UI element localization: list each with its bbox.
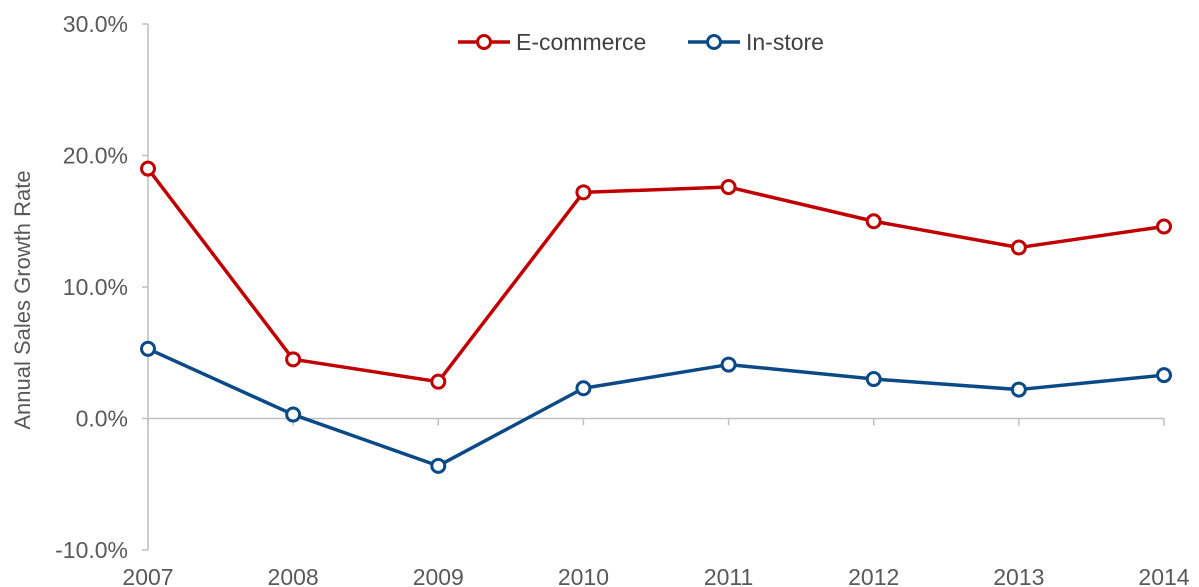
- data-point: [575, 184, 592, 201]
- x-axis-ticks: 2007 2008 2009 2010 2011 2012 2013 2014: [122, 418, 1190, 587]
- x-tick-label: 2013: [993, 564, 1044, 587]
- legend-item: In-store: [688, 29, 824, 55]
- data-point: [865, 213, 882, 230]
- data-point: [720, 179, 737, 196]
- data-point: [285, 351, 302, 368]
- x-tick-label: 2014: [1138, 564, 1189, 587]
- data-point: [575, 380, 592, 397]
- x-tick-label: 2012: [848, 564, 899, 587]
- y-tick-label: 30.0%: [63, 11, 128, 37]
- x-tick-label: 2007: [122, 564, 173, 587]
- legend-marker: [476, 34, 492, 50]
- data-point: [1010, 381, 1027, 398]
- y-tick-label: -10.0%: [55, 537, 128, 563]
- data-point: [430, 373, 447, 390]
- data-point: [140, 160, 156, 177]
- data-point: [285, 406, 302, 423]
- data-point: [430, 457, 447, 474]
- series-layer: [140, 160, 1172, 474]
- legend: E-commerce In-store: [458, 29, 824, 55]
- legend-label: E-commerce: [516, 29, 646, 55]
- data-point: [1156, 367, 1172, 384]
- x-tick-label: 2010: [558, 564, 609, 587]
- legend-item: E-commerce: [458, 29, 646, 55]
- legend-label: In-store: [746, 29, 824, 55]
- series-line: [146, 167, 1165, 384]
- series-line: [147, 347, 1165, 468]
- y-axis-ticks: -10.0% 0.0% 10.0% 20.0% 30.0%: [55, 11, 148, 563]
- y-axis-title: Annual Sales Growth Rate: [10, 170, 35, 429]
- x-tick-label: 2008: [268, 564, 319, 587]
- y-tick-label: 20.0%: [63, 143, 128, 169]
- data-point: [140, 340, 156, 357]
- data-point: [865, 371, 882, 388]
- axes: [147, 24, 1164, 550]
- data-point: [720, 356, 737, 373]
- y-tick-label: 0.0%: [76, 406, 128, 432]
- series-in-store: [140, 340, 1172, 474]
- y-tick-label: 10.0%: [63, 274, 128, 300]
- series-e-commerce: [140, 160, 1172, 390]
- x-tick-label: 2011: [704, 564, 753, 587]
- data-point: [1156, 218, 1172, 235]
- x-tick-label: 2009: [413, 564, 464, 587]
- legend-marker: [706, 34, 722, 50]
- data-point: [1010, 239, 1027, 256]
